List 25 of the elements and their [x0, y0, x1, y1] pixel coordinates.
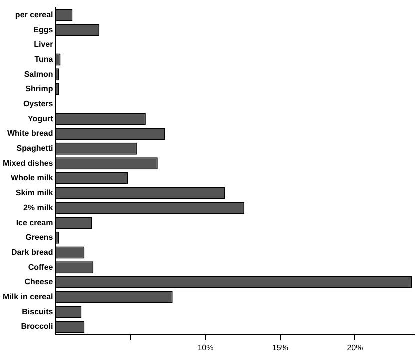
x-tick-label: 20% [347, 343, 364, 352]
y-tick-label: Tuna [34, 54, 54, 64]
y-tick-label: Dark bread [11, 248, 54, 257]
y-tick-label: Skim milk [16, 188, 54, 198]
y-tick-label: Broccoli [21, 322, 54, 332]
y-tick-label: Yogurt [28, 114, 54, 124]
y-tick-label: Spaghetti [16, 144, 54, 154]
y-tick-label: Whole milk [11, 174, 54, 183]
x-tick-label: 10% [198, 343, 214, 352]
y-tick-label: Greens [26, 233, 54, 242]
y-tick-label: 2% milk [23, 203, 54, 212]
y-tick-label: Cheese [24, 278, 54, 287]
y-tick-label: Shrimp [26, 84, 54, 94]
y-tick-label: per cereal [15, 10, 54, 20]
y-tick-label: Oysters [23, 100, 54, 108]
y-tick-label: Coffee [28, 262, 54, 272]
y-tick-label: Milk in cereal [2, 292, 54, 302]
y-tick-label: Salmon [24, 70, 54, 79]
y-tick-label: Liver [34, 40, 54, 50]
y-tick-label: Mixed dishes [2, 158, 54, 168]
x-tick-label: 15% [272, 343, 288, 352]
y-tick-label: Biscuits [22, 307, 54, 316]
y-tick-label: Eggs [34, 25, 54, 34]
y-tick-label: White bread [7, 129, 54, 138]
y-tick-label: Ice cream [16, 218, 54, 228]
